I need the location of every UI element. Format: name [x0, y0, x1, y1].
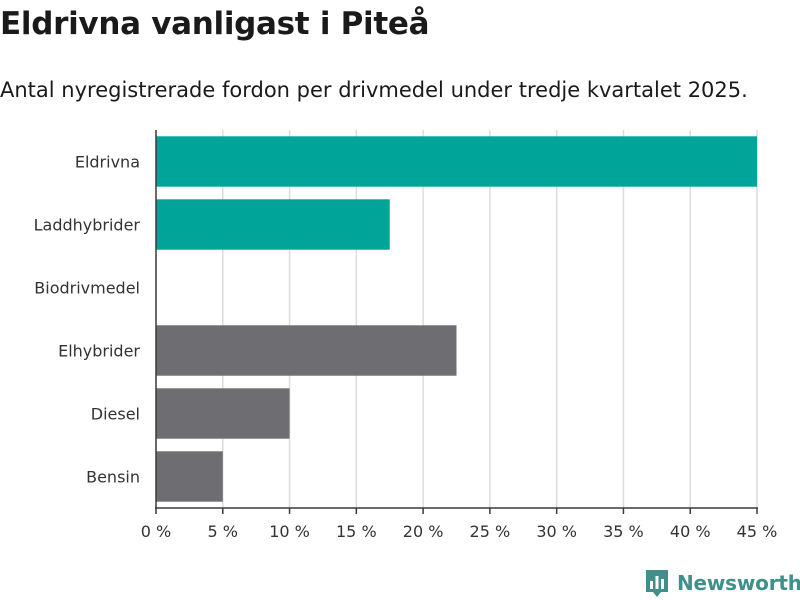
bar-chart-icon — [646, 570, 668, 597]
chart-title: Eldrivna vanligast i Piteå — [0, 6, 430, 42]
x-tick-label: 15 % — [336, 522, 377, 541]
x-tick-label: 40 % — [670, 522, 711, 541]
category-label: Eldrivna — [75, 153, 140, 172]
gridlines — [222, 130, 758, 508]
x-tick-label: 0 % — [141, 522, 171, 541]
category-label: Bensin — [86, 468, 140, 487]
bar-eldrivna — [156, 136, 757, 187]
bar-laddhybrider — [156, 199, 390, 250]
x-tick-label: 10 % — [269, 522, 310, 541]
newsworthy-logo: Newsworthy — [644, 568, 800, 598]
x-tick-label: 5 % — [208, 522, 238, 541]
x-tick-label: 30 % — [536, 522, 577, 541]
brand-name: Newsworthy — [677, 571, 800, 595]
category-labels: Eldrivna Laddhybrider Biodrivmedel Elhybrid… — [34, 153, 141, 487]
x-tick-label: 35 % — [603, 522, 644, 541]
tick-labels: 0 % 5 % 10 % 15 % 20 % 25 % 30 % 35 % 40 % 45 % — [141, 522, 778, 541]
category-label: Biodrivmedel — [34, 279, 140, 298]
bars — [156, 136, 757, 502]
chart-subtitle: Antal nyregistrerade fordon per drivmede… — [0, 78, 748, 102]
bar-elhybrider — [156, 325, 457, 376]
axes — [155, 130, 758, 514]
x-tick-label: 25 % — [470, 522, 511, 541]
category-label: Laddhybrider — [34, 216, 141, 235]
bar-bensin — [156, 451, 223, 502]
bar-diesel — [156, 388, 290, 439]
x-tick-label: 20 % — [403, 522, 444, 541]
category-label: Elhybrider — [58, 342, 140, 361]
category-label: Diesel — [91, 405, 140, 424]
x-tick-label: 45 % — [737, 522, 778, 541]
